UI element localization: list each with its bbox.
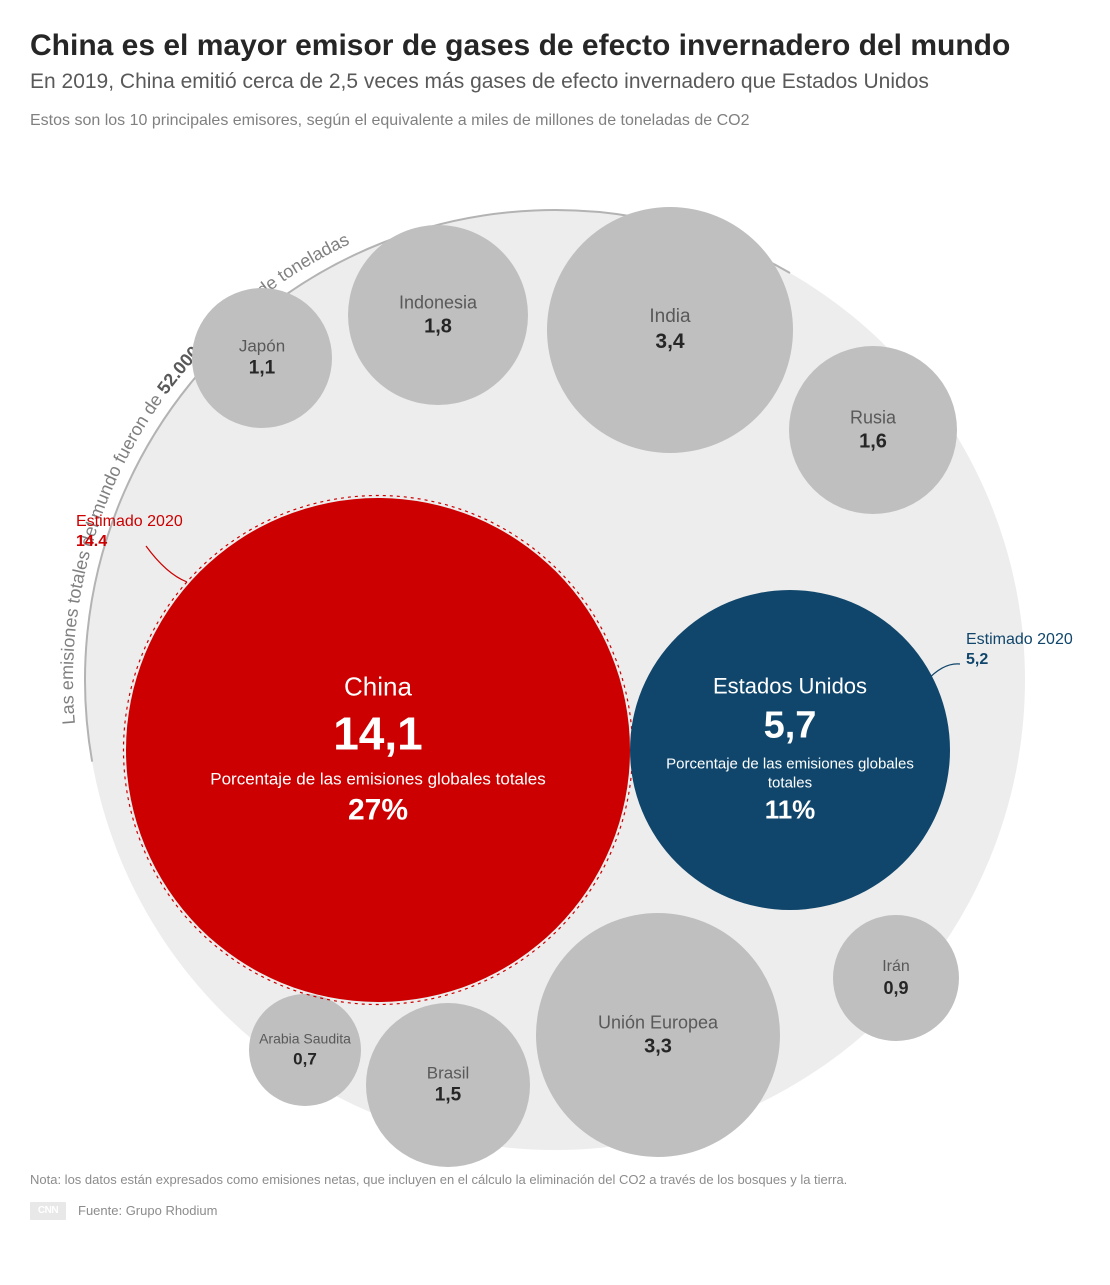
bubble-Irán	[833, 915, 959, 1041]
bubble-Arabia Saudita	[249, 994, 361, 1106]
bubble-India	[547, 207, 793, 453]
bubble-chart: Las emisiones totales del mundo fueron d…	[30, 140, 1080, 1170]
bubble-Japón	[192, 288, 332, 428]
chart-svg: Las emisiones totales del mundo fueron d…	[30, 140, 1080, 1170]
bubble-usa	[630, 590, 950, 910]
source-text: Fuente: Grupo Rhodium	[78, 1201, 217, 1222]
cnn-logo-icon: CNN	[30, 1202, 66, 1220]
bubble-Indonesia	[348, 225, 528, 405]
bubble-china	[126, 498, 630, 1002]
chart-footer: Nota: los datos están expresados como em…	[30, 1170, 1080, 1222]
chart-description: Estos son los 10 principales emisores, s…	[30, 112, 1080, 130]
bubble-Brasil	[366, 1003, 530, 1167]
bubble-Unión Europea	[536, 913, 780, 1157]
chart-subtitle: En 2019, China emitió cerca de 2,5 veces…	[30, 70, 1080, 94]
chart-title: China es el mayor emisor de gases de efe…	[30, 28, 1080, 64]
bubble-Rusia	[789, 346, 957, 514]
footnote: Nota: los datos están expresados como em…	[30, 1170, 1080, 1191]
